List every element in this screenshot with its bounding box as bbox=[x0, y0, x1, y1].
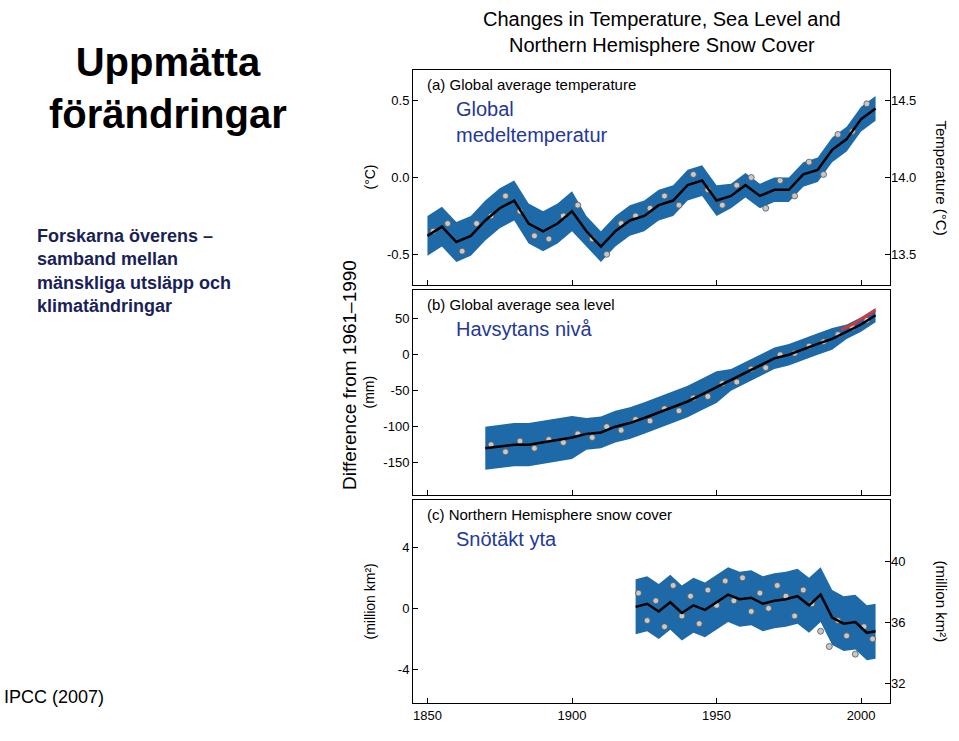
svg-text:1950: 1950 bbox=[702, 708, 731, 723]
svg-text:(°C): (°C) bbox=[362, 164, 378, 189]
svg-text:Temperature (°C): Temperature (°C) bbox=[933, 121, 950, 236]
svg-text:2000: 2000 bbox=[847, 708, 876, 723]
svg-text:IPCC (2007): IPCC (2007) bbox=[4, 687, 104, 707]
svg-text:(c) Northern Hemisphere snow c: (c) Northern Hemisphere snow cover bbox=[427, 506, 672, 523]
svg-text:14.5: 14.5 bbox=[891, 93, 916, 108]
svg-text:0.0: 0.0 bbox=[391, 170, 409, 185]
svg-text:0.5: 0.5 bbox=[391, 93, 409, 108]
svg-text:13.5: 13.5 bbox=[891, 247, 916, 262]
svg-text:Globalmedeltemperatur: Globalmedeltemperatur bbox=[456, 98, 608, 146]
svg-text:(million km²): (million km²) bbox=[362, 563, 378, 639]
svg-text:Uppmättaförändringar: Uppmättaförändringar bbox=[49, 40, 287, 136]
svg-text:0: 0 bbox=[402, 601, 409, 616]
svg-text:(a) Global average temperature: (a) Global average temperature bbox=[427, 76, 636, 93]
svg-text:1900: 1900 bbox=[558, 708, 587, 723]
svg-text:1850: 1850 bbox=[413, 708, 442, 723]
svg-text:Snötäkt yta: Snötäkt yta bbox=[456, 528, 557, 550]
svg-text:Difference from 1961–1990: Difference from 1961–1990 bbox=[339, 260, 360, 490]
svg-text:36: 36 bbox=[891, 615, 905, 630]
svg-text:Forskarna överens –samband mel: Forskarna överens –samband mellanmänskli… bbox=[37, 226, 231, 316]
svg-text:(b) Global average sea level: (b) Global average sea level bbox=[427, 296, 615, 313]
svg-text:32: 32 bbox=[891, 676, 905, 691]
svg-text:4: 4 bbox=[402, 540, 409, 555]
svg-text:50: 50 bbox=[395, 311, 409, 326]
svg-text:Havsytans nivå: Havsytans nivå bbox=[456, 318, 592, 340]
svg-text:Changes in Temperature, Sea Le: Changes in Temperature, Sea Level andNor… bbox=[483, 8, 841, 56]
svg-text:0: 0 bbox=[402, 347, 409, 362]
svg-text:-4: -4 bbox=[398, 662, 410, 677]
svg-text:-150: -150 bbox=[383, 455, 409, 470]
svg-text:-0.5: -0.5 bbox=[387, 247, 409, 262]
svg-text:(million km²): (million km²) bbox=[933, 561, 950, 643]
svg-text:40: 40 bbox=[891, 554, 905, 569]
svg-text:14.0: 14.0 bbox=[891, 170, 916, 185]
svg-text:-50: -50 bbox=[391, 383, 410, 398]
svg-text:-100: -100 bbox=[383, 419, 409, 434]
svg-text:(mm): (mm) bbox=[361, 376, 377, 409]
